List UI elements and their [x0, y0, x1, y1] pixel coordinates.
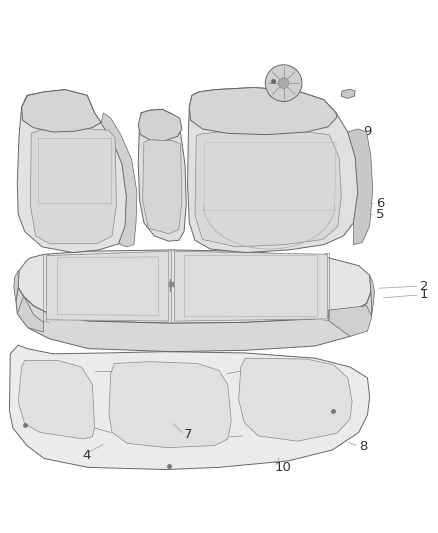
Polygon shape	[370, 275, 374, 313]
Text: 6: 6	[376, 197, 385, 209]
Polygon shape	[348, 129, 373, 245]
Text: 8: 8	[359, 440, 367, 453]
Text: 10: 10	[275, 461, 292, 474]
Polygon shape	[328, 306, 372, 336]
Polygon shape	[138, 109, 182, 141]
Text: 7: 7	[184, 428, 193, 441]
Polygon shape	[341, 89, 355, 99]
Polygon shape	[46, 251, 169, 321]
Polygon shape	[187, 87, 358, 253]
Polygon shape	[10, 345, 370, 470]
Polygon shape	[109, 362, 231, 448]
Circle shape	[265, 65, 302, 101]
Polygon shape	[174, 251, 327, 321]
Polygon shape	[17, 90, 127, 253]
Polygon shape	[14, 271, 19, 302]
Polygon shape	[18, 360, 95, 439]
Polygon shape	[30, 128, 117, 244]
Text: 4: 4	[83, 449, 91, 462]
Circle shape	[279, 78, 289, 88]
Text: 3: 3	[21, 312, 30, 325]
Text: 1: 1	[420, 288, 428, 301]
Polygon shape	[17, 296, 43, 332]
Polygon shape	[21, 90, 101, 132]
Text: 5: 5	[376, 208, 385, 221]
Polygon shape	[239, 358, 352, 441]
Polygon shape	[189, 87, 337, 135]
Text: 2: 2	[420, 280, 428, 293]
Polygon shape	[16, 287, 372, 352]
Text: 9: 9	[363, 125, 371, 138]
Polygon shape	[143, 140, 182, 234]
Polygon shape	[138, 109, 186, 241]
Polygon shape	[18, 250, 371, 323]
Polygon shape	[195, 130, 341, 247]
Polygon shape	[101, 113, 137, 247]
